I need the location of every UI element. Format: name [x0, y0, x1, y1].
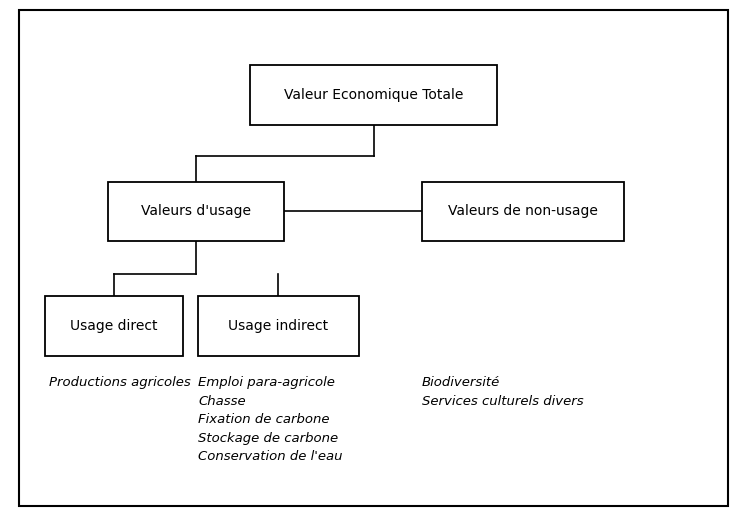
- FancyBboxPatch shape: [108, 182, 284, 241]
- FancyBboxPatch shape: [45, 296, 183, 356]
- Text: Valeurs de non-usage: Valeurs de non-usage: [448, 204, 598, 218]
- FancyBboxPatch shape: [422, 182, 624, 241]
- Text: Valeur Economique Totale: Valeur Economique Totale: [284, 88, 463, 102]
- Text: Biodiversité
Services culturels divers: Biodiversité Services culturels divers: [422, 376, 583, 408]
- Text: Usage indirect: Usage indirect: [228, 319, 329, 333]
- FancyBboxPatch shape: [198, 296, 359, 356]
- FancyBboxPatch shape: [19, 10, 728, 506]
- Text: Valeurs d'usage: Valeurs d'usage: [141, 204, 251, 218]
- Text: Productions agricoles: Productions agricoles: [49, 376, 190, 389]
- Text: Emploi para-agricole
Chasse
Fixation de carbone
Stockage de carbone
Conservation: Emploi para-agricole Chasse Fixation de …: [198, 376, 342, 463]
- FancyBboxPatch shape: [250, 65, 497, 125]
- Text: Usage direct: Usage direct: [70, 319, 158, 333]
